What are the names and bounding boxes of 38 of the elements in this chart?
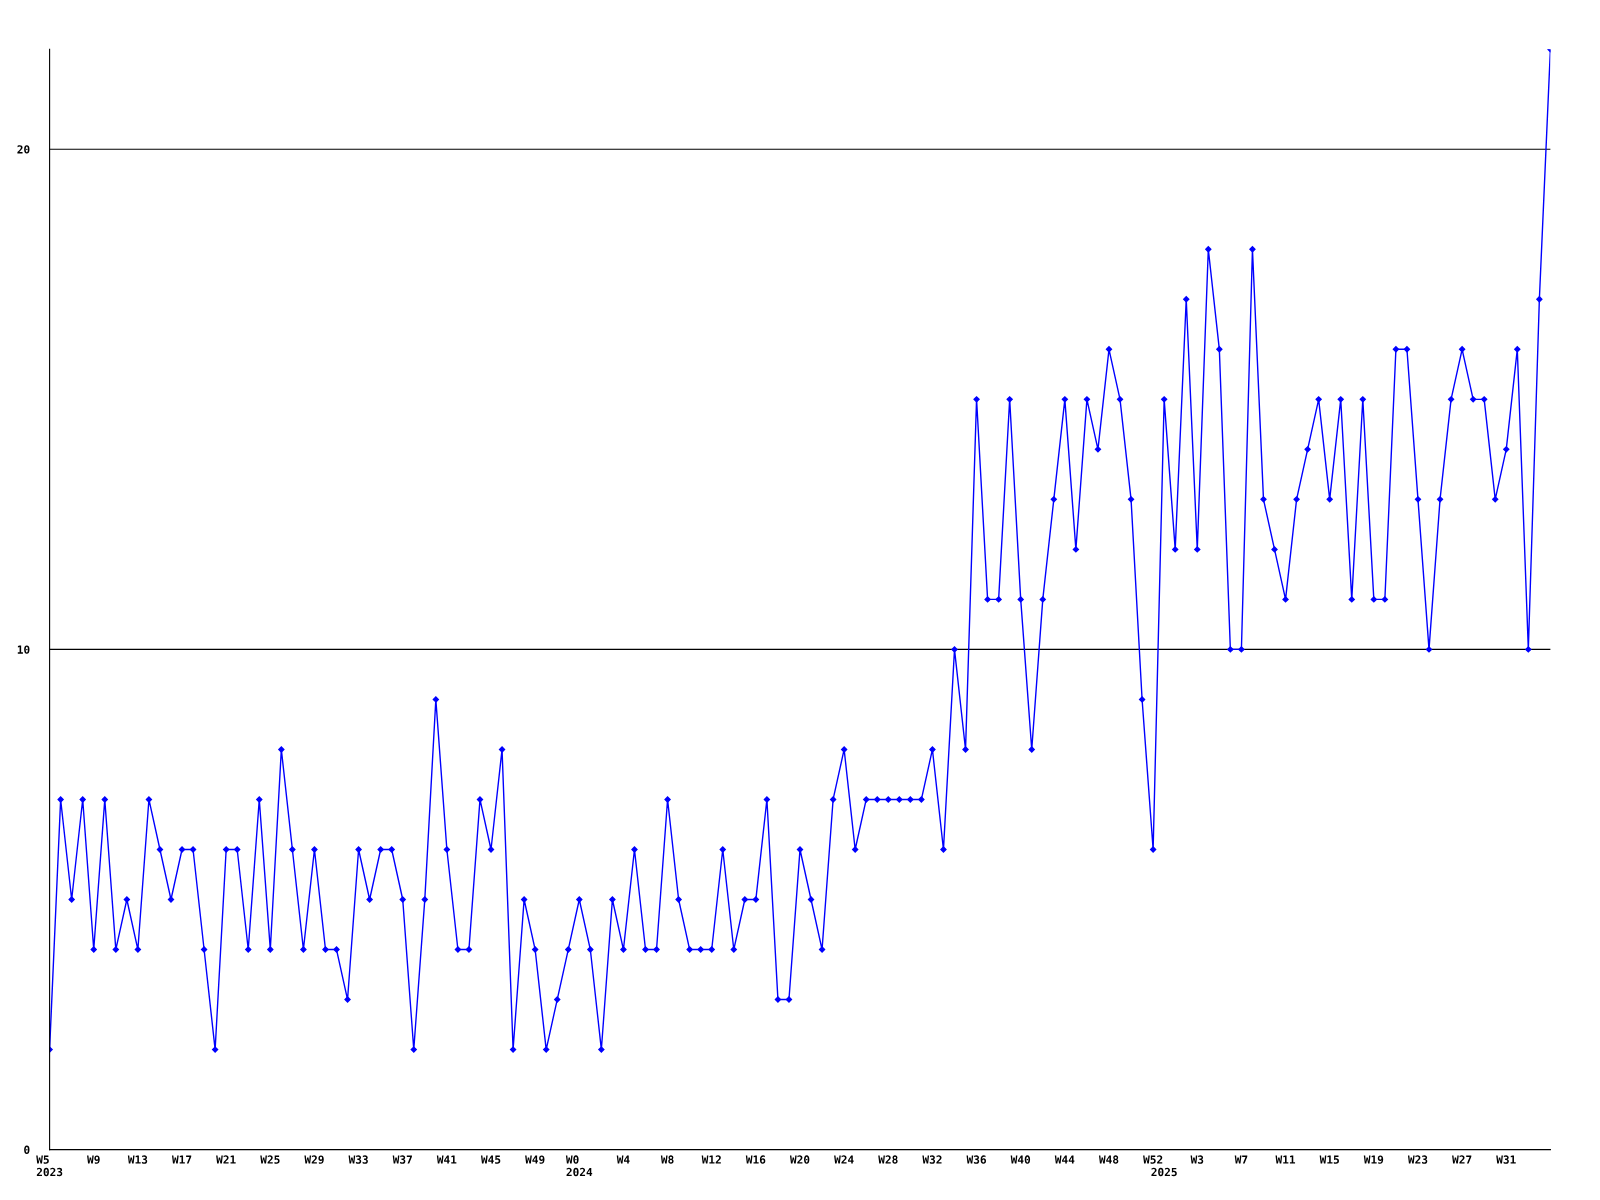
x-tick-label: W44	[1054, 1155, 1075, 1164]
x-tick-label: W48	[1098, 1155, 1119, 1164]
y-tick-label: 10	[17, 645, 30, 654]
x-tick-label: W4	[616, 1155, 630, 1164]
x-tick-label: W8	[660, 1155, 674, 1164]
x-tick-label: W13	[127, 1155, 148, 1164]
x-tick-label: W5 2023	[36, 1155, 63, 1177]
x-tick-label: W0 2024	[565, 1155, 593, 1177]
x-tick-label: W31	[1496, 1155, 1516, 1164]
x-tick-label: W45	[480, 1155, 501, 1164]
x-tick-label: W36	[966, 1155, 986, 1164]
x-tick-label: W28	[878, 1155, 898, 1164]
x-tick-label: W12	[701, 1155, 721, 1164]
y-tick-label: 20	[17, 145, 30, 154]
x-tick-label: W49	[525, 1155, 545, 1164]
x-tick-label: W25	[260, 1155, 280, 1164]
x-tick-label: W11	[1275, 1155, 1296, 1164]
x-tick-label: W19	[1363, 1155, 1384, 1164]
x-tick-label: W3	[1190, 1155, 1204, 1164]
x-tick-label: W23	[1407, 1155, 1428, 1164]
x-tick-label: W33	[348, 1155, 368, 1164]
x-tick-label: W7	[1234, 1155, 1248, 1164]
x-tick-label: W16	[745, 1155, 766, 1164]
x-tick-label: W40	[1010, 1155, 1031, 1164]
y-tick-label: 0	[24, 1145, 30, 1154]
x-tick-label: W9	[87, 1155, 100, 1164]
x-tick-label: W24	[834, 1155, 854, 1164]
x-tick-label: W27	[1452, 1155, 1472, 1164]
x-tick-label: 2025	[1151, 1167, 1177, 1177]
x-tick-label: W52	[1143, 1155, 1163, 1164]
x-tick-label: W32	[922, 1155, 942, 1164]
x-tick-label: W41	[436, 1155, 457, 1164]
x-tick-label: W37	[392, 1155, 412, 1164]
x-tick-label: W20	[789, 1155, 810, 1164]
x-tick-label: W29	[304, 1155, 324, 1164]
x-tick-label: W15	[1319, 1155, 1339, 1164]
x-tick-label: W21	[216, 1155, 236, 1164]
x-tick-label: W17	[171, 1155, 192, 1164]
